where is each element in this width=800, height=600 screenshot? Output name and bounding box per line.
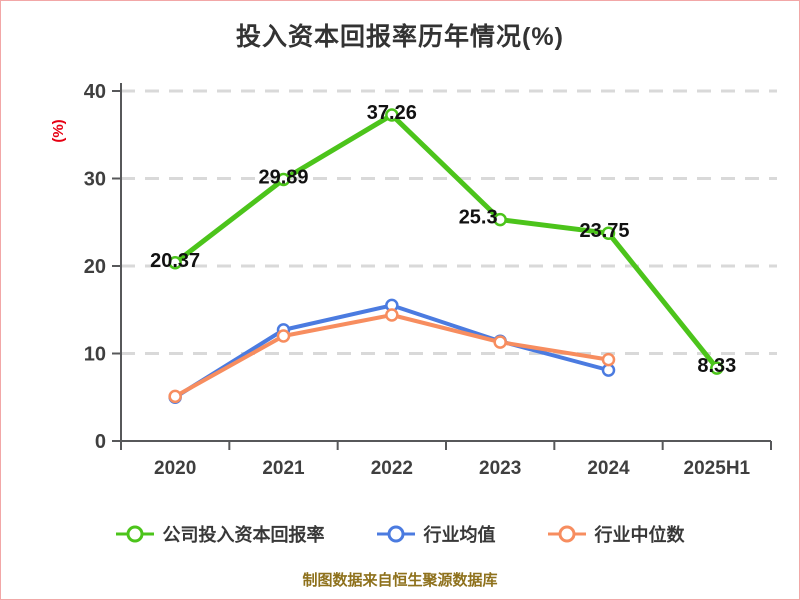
data-point <box>710 361 724 375</box>
data-source-note: 制图数据来自恒生聚源数据库 <box>302 572 498 589</box>
legend-item-0: 公司投入资本回报率 <box>115 521 325 547</box>
y-tick-label: 20 <box>84 256 106 278</box>
data-point <box>276 172 291 187</box>
legend-item-1: 行业均值 <box>376 521 496 547</box>
y-tick-label: 10 <box>84 344 106 366</box>
data-point <box>385 308 399 322</box>
y-tick-label: 0 <box>95 431 106 453</box>
data-label: 29.89 <box>258 166 308 188</box>
series-line-0 <box>172 112 720 371</box>
x-tick-label: 2025H1 <box>684 458 751 479</box>
y-axis-unit-label: (%) <box>50 119 67 142</box>
legend-item-2: 行业中位数 <box>547 521 685 547</box>
data-point <box>168 256 182 270</box>
data-point <box>601 226 616 240</box>
legend-label: 行业中位数 <box>594 525 685 545</box>
data-label: 25.3 <box>459 207 498 229</box>
data-point <box>601 352 616 367</box>
legend: 公司投入资本回报率 行业均值 行业中位数 <box>1 505 799 563</box>
legend-label: 公司投入资本回报率 <box>162 525 325 545</box>
data-point <box>276 329 291 343</box>
data-point <box>385 108 399 122</box>
data-label: 8.33 <box>697 355 736 377</box>
data-label: 23.75 <box>579 220 629 242</box>
data-label: 20.37 <box>150 250 200 272</box>
data-point <box>168 389 182 404</box>
x-tick-label: 2020 <box>154 458 196 479</box>
y-tick-label: 30 <box>84 169 106 191</box>
chart-title: 投入资本回报率历年情况(%) <box>236 23 564 51</box>
legend-marker-icon <box>376 525 415 543</box>
x-tick-label: 2024 <box>587 458 630 479</box>
x-tick-label: 2022 <box>371 458 413 479</box>
x-tick-label: 2021 <box>262 458 305 479</box>
x-tick-label: 2023 <box>479 458 521 479</box>
line-chart: 0 10 20 30 40 2020 2021 2022 2023 2024 2025H1 (%) 20… <box>50 81 777 479</box>
data-label: 37.26 <box>367 102 417 124</box>
legend-marker-icon <box>547 525 586 543</box>
legend-marker-icon <box>115 525 154 543</box>
data-point <box>493 212 507 227</box>
data-point <box>493 335 507 349</box>
y-tick-label: 40 <box>84 81 106 103</box>
legend-label: 行业均值 <box>423 525 496 545</box>
